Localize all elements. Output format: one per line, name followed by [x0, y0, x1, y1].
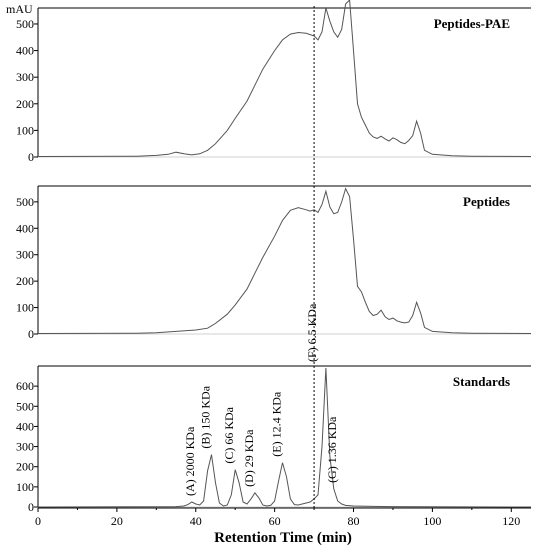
peak-label-1: (B) 150 KDa: [199, 385, 213, 448]
panel-1-y-tick-label: 500: [16, 195, 34, 209]
panel-0-y-tick-label: 400: [16, 44, 34, 58]
panel-1-y-tick-label: 100: [16, 301, 34, 315]
panel-0-y-tick-label: 500: [16, 17, 34, 31]
panel-1-y-tick-label: 200: [16, 274, 34, 288]
panel-2-y-tick-label: 200: [16, 460, 34, 474]
peak-label-5: (F) 6.5 KDa: [305, 303, 319, 362]
panel-2-y-tick-label: 100: [16, 480, 34, 494]
peak-label-0: (A) 2000 KDa: [183, 426, 197, 496]
peak-label-2: (C) 66 KDa: [222, 406, 236, 463]
panel-0-title: Peptides-PAE: [434, 16, 510, 31]
panel-2-series-line-0: [37, 367, 532, 508]
peak-label-3: (D) 29 KDa: [242, 429, 256, 487]
x-tick-label: 120: [502, 514, 520, 528]
panel-1-y-tick-label: 300: [16, 248, 34, 262]
panel-1-y-tick-label: 0: [28, 327, 34, 341]
panel-0-series-line-0: [37, 0, 532, 157]
panel-0-y-tick-label: 100: [16, 123, 34, 137]
panel-2-title: Standards: [453, 374, 510, 389]
panel-1-title: Peptides: [463, 194, 510, 209]
panel-0-y-tick-label: 300: [16, 70, 34, 84]
peak-label-4: (E) 12.4 KDa: [270, 391, 284, 457]
panel-2-y-tick-label: 500: [16, 399, 34, 413]
panel-1-y-tick-label: 400: [16, 221, 34, 235]
panel-2-y-tick-label: 400: [16, 419, 34, 433]
x-tick-label: 40: [190, 514, 202, 528]
panel-1-series-line-0: [37, 187, 532, 334]
x-tick-label: 0: [35, 514, 41, 528]
panel-0-y-tick-label: 200: [16, 97, 34, 111]
x-tick-label: 80: [348, 514, 360, 528]
x-tick-label: 20: [111, 514, 123, 528]
x-axis-title: Retention Time (min): [214, 530, 352, 546]
panel-2-y-tick-label: 600: [16, 379, 34, 393]
peak-label-6: (G) 1.36 KDa: [325, 416, 339, 483]
panel-2-y-tick-label: 300: [16, 440, 34, 454]
x-tick-label: 60: [269, 514, 281, 528]
panel-2-y-tick-label: 0: [28, 500, 34, 514]
x-tick-label: 100: [423, 514, 441, 528]
y-unit-label: mAU: [6, 2, 33, 16]
panel-0-y-tick-label: 0: [28, 150, 34, 164]
